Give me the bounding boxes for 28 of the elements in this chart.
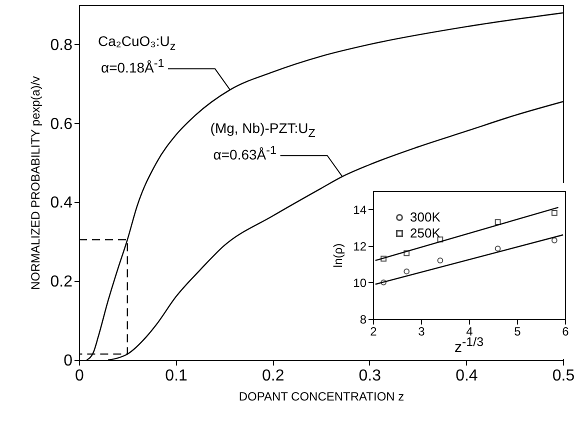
- x-tick-label: 0: [75, 368, 84, 384]
- annotation: α=0.18Å$^{-1}$: [101, 57, 164, 76]
- y-tick-label: 8: [360, 312, 367, 326]
- x-tick-label: 3: [418, 324, 426, 338]
- annotation: Ca₂CuO₃:U$_{z}$: [98, 33, 176, 54]
- annotation: (Mg, Nb)-PZT:U$_{Z}$: [210, 120, 316, 140]
- y-tick-label: 0.6: [50, 116, 73, 133]
- x-tick-label: 0.3: [358, 368, 382, 384]
- x-tick-label: 0.4: [456, 368, 478, 384]
- y-tick-label: 0: [64, 352, 73, 370]
- y-tick-label: 12: [353, 239, 367, 254]
- legend-label: 300K: [410, 210, 441, 224]
- x-tick-label: 0.5: [552, 368, 575, 384]
- legend-label: 250K: [410, 226, 441, 240]
- y-axis-title: NORMALIZED PROBABILITY pexp(a)/v: [28, 76, 42, 290]
- x-tick-label: 6: [562, 324, 570, 338]
- x-axis-title: DOPANT CONCENTRATION z: [238, 390, 404, 404]
- x-tick-label: 5: [514, 324, 522, 338]
- x-tick-label: 0.2: [262, 368, 284, 384]
- annotation: α=0.63Å$^{-1}$: [213, 144, 277, 163]
- y-tick-label: 14: [353, 202, 367, 217]
- y-axis-title: ln(ρ): [331, 243, 346, 268]
- x-tick-label: 0.1: [165, 368, 188, 384]
- y-tick-label: 0.2: [50, 274, 73, 291]
- x-tick-label: 2: [370, 324, 378, 338]
- y-tick-label: 0.4: [50, 194, 73, 212]
- y-tick-label: 10: [353, 276, 367, 290]
- y-tick-label: 0.8: [50, 36, 73, 54]
